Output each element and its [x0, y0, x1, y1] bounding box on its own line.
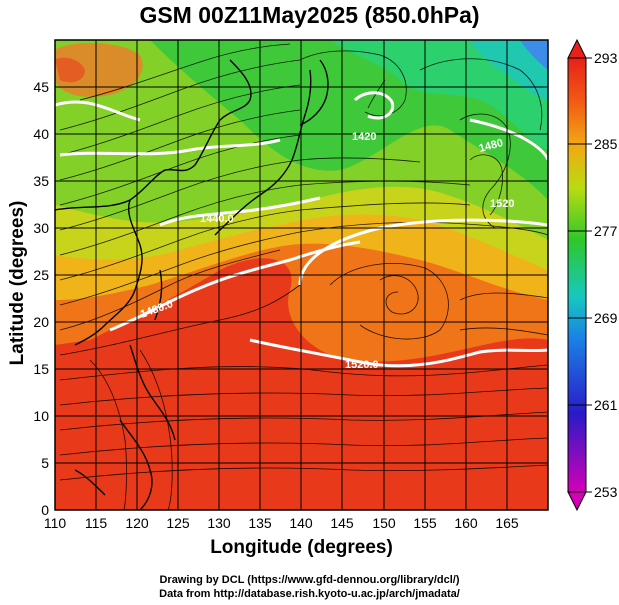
- colorbar-bottom-arrow: [567, 491, 587, 512]
- colorbar-tick-label: 261: [594, 397, 618, 413]
- contour-low: [353, 91, 395, 120]
- contour-1440: [159, 196, 321, 227]
- y-tick-label: 45: [33, 79, 49, 95]
- height-contours: [55, 91, 548, 368]
- x-tick-label: 110: [44, 515, 67, 531]
- x-tick-label: 165: [495, 515, 519, 531]
- chart-title: GSM 00Z11May2025 (850.0hPa): [139, 2, 480, 28]
- y-tick-label: 25: [33, 267, 49, 283]
- contour-labels: 1440.0 1480.0 1520.0 1480 1420 1520: [139, 131, 515, 371]
- y-tick-label: 0: [41, 502, 49, 518]
- y-tick-label: 15: [33, 361, 49, 377]
- x-tick-label: 150: [372, 515, 396, 531]
- x-tick-label: 155: [413, 515, 437, 531]
- gridlines: [55, 40, 548, 510]
- colorbar-tick-label: 269: [594, 310, 618, 326]
- colorbar-tick-label: 293: [594, 50, 618, 66]
- colorbar-tick-label: 253: [594, 484, 618, 500]
- x-tick-label: 145: [330, 515, 354, 531]
- x-tick-label: 140: [289, 515, 313, 531]
- x-tick-label: 120: [125, 515, 149, 531]
- y-tick-label: 30: [33, 220, 49, 236]
- x-tick-label: 135: [248, 515, 272, 531]
- y-tick-label: 40: [33, 126, 49, 142]
- colorbar: 253 261 269 277 285 293: [567, 38, 618, 512]
- contour-label: 1420: [352, 131, 376, 143]
- colorbar-gradient: [567, 57, 587, 493]
- x-tick-label: 160: [454, 515, 478, 531]
- y-tick-label: 5: [41, 455, 49, 471]
- x-tick-label: 115: [85, 515, 108, 531]
- x-axis-label: Longitude (degrees): [210, 537, 393, 558]
- y-tick-label: 35: [33, 173, 49, 189]
- y-tick-label: 20: [33, 314, 49, 330]
- contour-1480b: [298, 218, 548, 286]
- contour-east: [469, 118, 548, 161]
- y-axis-ticks: 0 5 10 15 20 25 30 35 40 45: [33, 79, 49, 518]
- contour-1520: [249, 338, 548, 368]
- credit-data: Data from http://database.rish.kyoto-u.a…: [159, 588, 460, 600]
- colorbar-tick-label: 285: [594, 136, 618, 152]
- colorbar-tick-label: 277: [594, 223, 618, 239]
- x-tick-label: 130: [207, 515, 231, 531]
- x-axis-ticks: 110 115 120 125 130 135 140 145 150 155 …: [44, 515, 519, 531]
- contour-1420: [59, 138, 281, 157]
- colorbar-top-arrow: [567, 38, 587, 59]
- contour-label: 1520: [490, 198, 514, 210]
- contour-label: 1520.0: [345, 359, 379, 371]
- y-tick-label: 10: [33, 408, 49, 424]
- contour-upper: [55, 100, 141, 122]
- plot-frame: [54, 39, 549, 511]
- y-axis-label: Latitude (degrees): [7, 200, 28, 366]
- credit-drawing: Drawing by DCL (https://www.gfd-dennou.o…: [159, 574, 460, 586]
- contour-label: 1440.0: [200, 213, 234, 225]
- x-tick-label: 125: [166, 515, 190, 531]
